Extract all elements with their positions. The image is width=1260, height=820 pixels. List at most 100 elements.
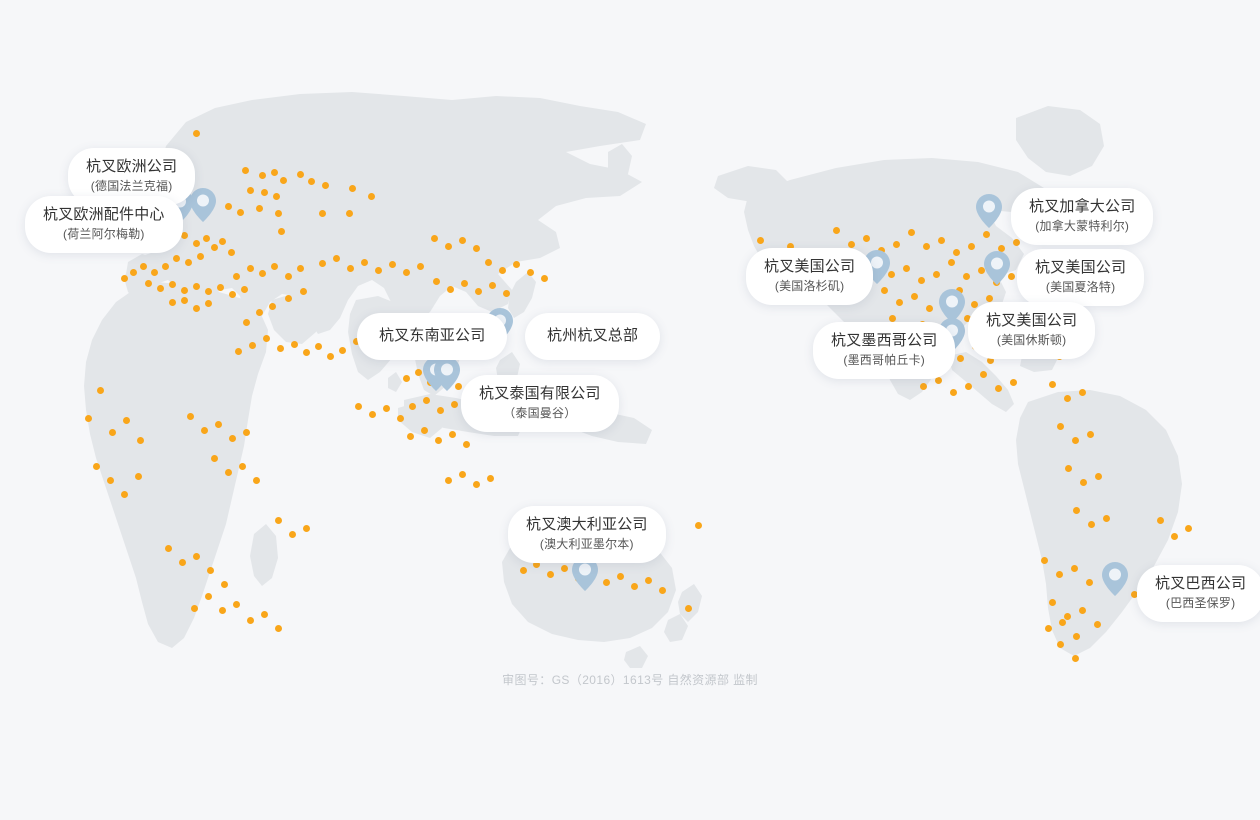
office-label-europe-parts-center[interactable]: 杭叉欧洲配件中心 (荷兰阿尔梅勒) [25,196,183,253]
distributor-dot[interactable] [925,304,933,312]
distributor-dot[interactable] [202,234,210,242]
distributor-dot[interactable] [232,272,240,280]
distributor-dot[interactable] [1094,472,1102,480]
distributor-dot[interactable] [352,337,360,345]
distributor-dot[interactable] [192,129,200,137]
distributor-dot[interactable] [1040,556,1048,564]
office-label-mexico-company[interactable]: 杭叉墨西哥公司 (墨西哥帕丘卡) [813,322,956,379]
distributor-dot[interactable] [1012,238,1020,246]
distributor-dot[interactable] [414,368,422,376]
distributor-dot[interactable] [955,286,963,294]
distributor-dot[interactable] [462,440,470,448]
distributor-dot[interactable] [962,272,970,280]
office-label-hangzhou-headquarters[interactable]: 杭州杭叉总部 [525,313,661,360]
distributor-dot[interactable] [956,354,964,362]
distributor-dot[interactable] [210,454,218,462]
distributor-dot[interactable] [258,171,266,179]
distributor-dot[interactable] [270,262,278,270]
distributor-dot[interactable] [367,192,375,200]
distributor-dot[interactable] [887,270,895,278]
distributor-dot[interactable] [296,170,304,178]
distributor-dot[interactable] [274,209,282,217]
distributor-dot[interactable] [290,340,298,348]
distributor-dot[interactable] [756,236,764,244]
distributor-dot[interactable] [134,472,142,480]
distributor-dot[interactable] [354,402,362,410]
distributor-dot[interactable] [1048,380,1056,388]
distributor-dot[interactable] [241,166,249,174]
distributor-dot[interactable] [368,410,376,418]
distributor-dot[interactable] [218,237,226,245]
distributor-dot[interactable] [246,264,254,272]
distributor-dot[interactable] [388,260,396,268]
distributor-dot[interactable] [979,370,987,378]
distributor-dot[interactable] [994,384,1002,392]
distributor-dot[interactable] [268,302,276,310]
office-label-brazil-company[interactable]: 杭叉巴西公司 (巴西圣保罗) [1137,565,1260,622]
distributor-dot[interactable] [180,296,188,304]
distributor-dot[interactable] [832,226,840,234]
distributor-dot[interactable] [1063,394,1071,402]
distributor-dot[interactable] [880,286,888,294]
distributor-dot[interactable] [512,260,520,268]
distributor-dot[interactable] [436,406,444,414]
distributor-dot[interactable] [204,299,212,307]
distributor-dot[interactable] [262,334,270,342]
distributor-dot[interactable] [1072,632,1080,640]
distributor-dot[interactable] [486,474,494,482]
distributor-dot[interactable] [150,268,158,276]
distributor-dot[interactable] [1184,524,1192,532]
distributor-dot[interactable] [949,388,957,396]
distributor-dot[interactable] [1078,388,1086,396]
distributor-dot[interactable] [374,266,382,274]
office-label-usa-charlotte[interactable]: 杭叉美国公司 (美国夏洛特) [1017,249,1145,306]
distributor-dot[interactable] [302,524,310,532]
distributor-dot[interactable] [180,231,188,239]
distributor-dot[interactable] [144,279,152,287]
distributor-dot[interactable] [168,280,176,288]
distributor-dot[interactable] [862,234,870,242]
distributor-dot[interactable] [260,188,268,196]
distributor-dot[interactable] [602,578,610,586]
distributor-dot[interactable] [408,402,416,410]
distributor-dot[interactable] [964,382,972,390]
distributor-dot[interactable] [360,258,368,266]
distributor-dot[interactable] [346,264,354,272]
distributor-dot[interactable] [430,234,438,242]
distributor-dot[interactable] [1063,612,1071,620]
distributor-dot[interactable] [284,294,292,302]
distributor-dot[interactable] [184,258,192,266]
distributor-dot[interactable] [224,202,232,210]
distributor-dot[interactable] [164,544,172,552]
pin-australia[interactable] [571,556,599,592]
distributor-dot[interactable] [192,304,200,312]
distributor-dot[interactable] [276,344,284,352]
distributor-dot[interactable] [450,400,458,408]
distributor-dot[interactable] [240,285,248,293]
distributor-dot[interactable] [932,270,940,278]
distributor-dot[interactable] [416,262,424,270]
distributor-dot[interactable] [907,228,915,236]
distributor-dot[interactable] [260,610,268,618]
distributor-dot[interactable] [1058,618,1066,626]
distributor-dot[interactable] [540,274,548,282]
distributor-dot[interactable] [448,430,456,438]
office-label-southeast-asia-company[interactable]: 杭叉东南亚公司 [357,313,508,360]
distributor-dot[interactable] [997,244,1005,252]
distributor-dot[interactable] [220,580,228,588]
pin-usa-houston[interactable] [938,288,966,324]
distributor-dot[interactable] [192,239,200,247]
distributor-dot[interactable] [902,264,910,272]
distributor-dot[interactable] [1070,564,1078,572]
distributor-dot[interactable] [1102,514,1110,522]
distributor-dot[interactable] [1086,430,1094,438]
distributor-dot[interactable] [616,572,624,580]
distributor-dot[interactable] [963,314,971,322]
distributor-dot[interactable] [284,272,292,280]
office-label-usa-houston[interactable]: 杭叉美国公司 (美国休斯顿) [968,302,1096,359]
distributor-dot[interactable] [982,230,990,238]
distributor-dot[interactable] [1056,640,1064,648]
distributor-dot[interactable] [406,432,414,440]
office-label-europe-company[interactable]: 杭叉欧洲公司 (德国法兰克福) [68,148,196,205]
office-label-canada-company[interactable]: 杭叉加拿大公司 (加拿大蒙特利尔) [1011,188,1154,245]
